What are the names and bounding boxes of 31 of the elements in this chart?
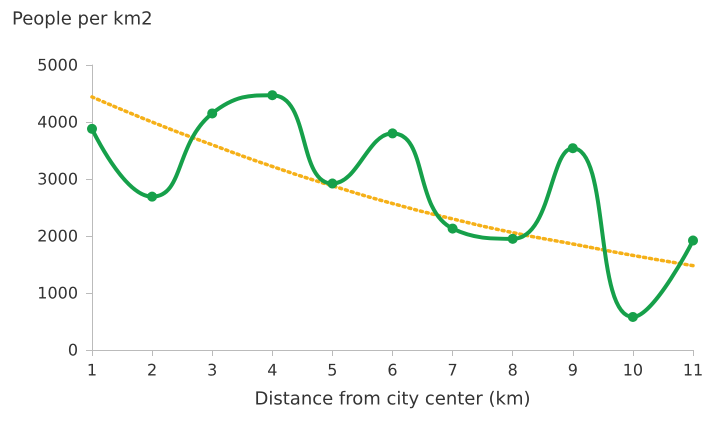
point xyxy=(388,128,398,138)
x-tick-label: 10 xyxy=(622,360,644,380)
point xyxy=(87,124,97,134)
y-tick-label: 3000 xyxy=(37,170,78,188)
x-tick-label: 1 xyxy=(86,360,98,380)
point xyxy=(568,143,578,154)
line-series xyxy=(90,95,695,268)
point xyxy=(207,108,218,118)
x-tick-label: 8 xyxy=(508,360,518,380)
y-tick-label: 4000 xyxy=(37,112,78,132)
y-axis-title: People per km2 xyxy=(12,8,153,30)
point xyxy=(448,224,458,234)
y-tick-label: 5000 xyxy=(37,56,78,74)
x-tick-label: 7 xyxy=(448,360,458,380)
x-axis-title: Distance from city center (km) xyxy=(254,388,531,410)
point xyxy=(267,90,278,100)
y-tick-label: 2000 xyxy=(37,226,78,246)
point xyxy=(688,236,698,246)
x-tick-label: 6 xyxy=(387,360,398,380)
x-tick-label: 11 xyxy=(682,360,704,380)
y-tick-label: 0 xyxy=(68,340,78,360)
x-tick-label: 9 xyxy=(568,360,578,380)
point xyxy=(147,192,158,202)
point xyxy=(327,178,338,189)
point xyxy=(508,234,518,244)
x-tick-label: 5 xyxy=(327,360,338,380)
y-tick-label: 1000 xyxy=(37,284,78,302)
x-tick-label: 3 xyxy=(207,360,218,380)
x-tick-label: 4 xyxy=(267,360,278,380)
point xyxy=(628,312,638,322)
x-tick-label: 2 xyxy=(147,360,158,380)
